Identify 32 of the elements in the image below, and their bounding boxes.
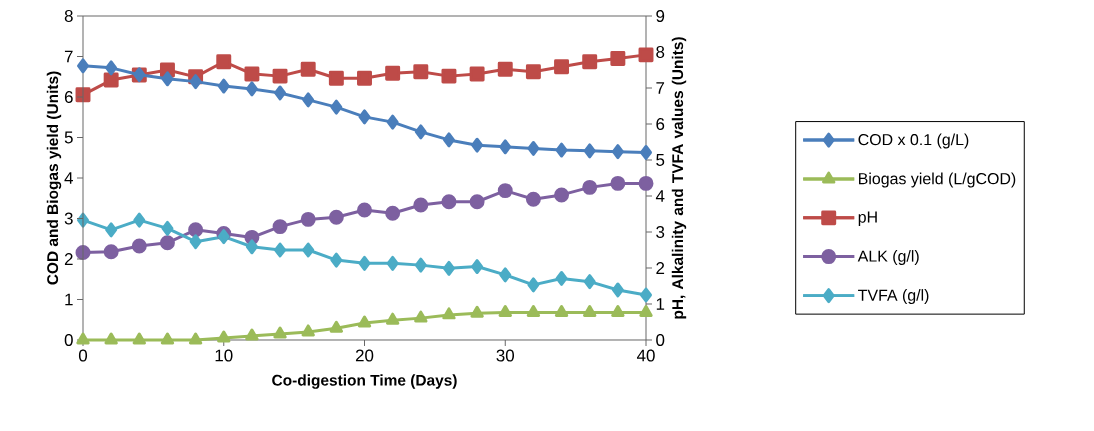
legend-label: TVFA (g/l) xyxy=(858,289,929,304)
y-tick-label: 0 xyxy=(64,334,73,346)
x-tick-label: 0 xyxy=(78,349,88,362)
legend-label: ALK (g/l) xyxy=(857,250,919,265)
y-tick-label: 3 xyxy=(64,212,73,225)
y-tick-label: 2 xyxy=(64,253,73,265)
y-tick-label: 4 xyxy=(64,172,73,184)
y2-tick-label: 6 xyxy=(656,118,665,130)
y2-tick-label: 0 xyxy=(656,334,665,346)
x-tick-label: 20 xyxy=(355,349,374,362)
y2-tick-label: 4 xyxy=(655,190,665,202)
y2-tick-label: 8 xyxy=(656,46,665,58)
y2-axis-title: pH, Alkalinity and TVFA values (Units) xyxy=(671,37,687,319)
y-axis-title: COD and Biogas yield (Units) xyxy=(46,71,62,285)
y-tick-label: 5 xyxy=(64,131,73,144)
y-tick-label: 7 xyxy=(64,50,73,63)
y2-tick-label: 5 xyxy=(656,154,665,166)
x-tick-label: 40 xyxy=(636,349,655,362)
y2-tick-label: 2 xyxy=(656,262,665,274)
x-tick-label: 10 xyxy=(215,349,233,362)
y-tick-label: 6 xyxy=(64,91,73,103)
y2-tick-label: 9 xyxy=(656,10,665,22)
x-axis-title: Co-digestion Time (Days) xyxy=(272,374,457,389)
y-tick-label: 8 xyxy=(64,10,73,22)
legend-label: pH xyxy=(858,211,877,226)
x-tick-label: 30 xyxy=(496,349,515,362)
y2-tick-label: 7 xyxy=(656,82,665,94)
y2-tick-label: 1 xyxy=(656,298,665,310)
legend-label: Biogas yield (L/gCOD) xyxy=(859,172,1016,188)
y2-tick-label: 3 xyxy=(656,226,665,238)
legend-label: COD x 0.1 (g/L) xyxy=(858,133,969,149)
y-tick-label: 1 xyxy=(65,293,73,306)
